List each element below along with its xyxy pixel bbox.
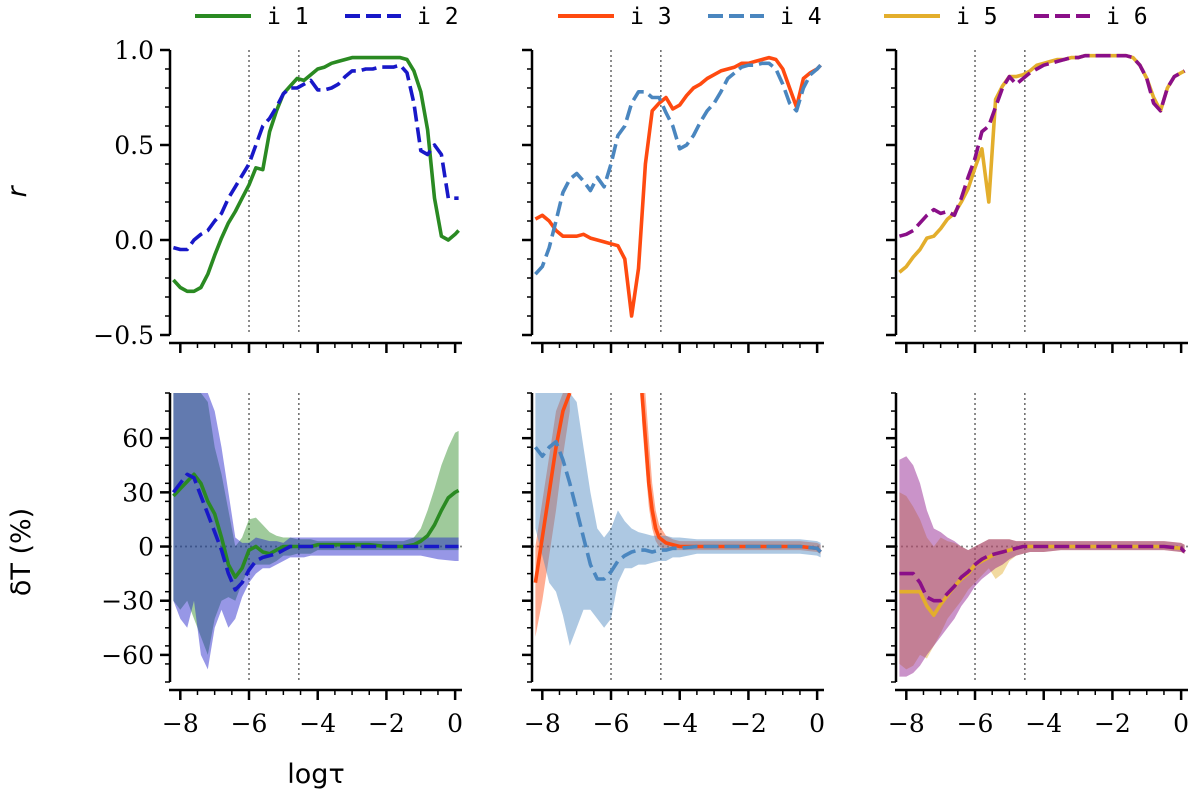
plot-area	[532, 393, 824, 682]
band-i3	[641, 393, 821, 554]
y-tick-label: 60	[122, 424, 154, 453]
x-tick-label: −8	[162, 709, 199, 738]
ylabel-top: r	[2, 185, 33, 198]
band-i1	[173, 393, 459, 655]
x-tick-label: −2	[730, 709, 767, 738]
y-tick-label: −0.5	[93, 321, 154, 350]
panel-r-col2	[522, 48, 824, 353]
xlabel: logτ	[287, 759, 344, 790]
legend-label-i4: i 4	[780, 4, 822, 30]
line-i6	[898, 53, 1186, 238]
x-tick-label: 0	[447, 709, 463, 738]
y-tick-label: 1.0	[114, 36, 154, 65]
x-tick-label: −6	[957, 709, 994, 738]
y-tick-label: 0	[138, 533, 154, 562]
line-i1	[172, 55, 460, 294]
line-i2	[171, 472, 459, 592]
line-i4	[534, 61, 822, 276]
band-i4	[535, 393, 821, 646]
x-tick-label: −2	[368, 709, 405, 738]
x-tick-label: −8	[524, 709, 561, 738]
panel-dT-col2: −8 −6 −4 −2 0	[522, 392, 825, 738]
legend-label-i1: i 1	[267, 4, 309, 30]
panel-r-col3	[886, 48, 1188, 353]
y-tick-label: 0.5	[114, 131, 154, 160]
x-tick-label: −8	[888, 709, 925, 738]
band-i5	[899, 492, 1185, 670]
legend-label-i3: i 3	[630, 4, 672, 30]
plot-area	[896, 393, 1188, 682]
ylabel-bottom: δT (%)	[6, 508, 37, 596]
x-tick-label: 0	[1173, 709, 1189, 738]
line-i5	[898, 53, 1186, 274]
band-i2	[173, 393, 459, 670]
y-tick-label: −60	[101, 641, 154, 670]
x-tick-label: −4	[1025, 709, 1062, 738]
legend-label-i2: i 2	[417, 4, 459, 30]
x-tick-label: −6	[593, 709, 630, 738]
plot-area	[170, 393, 462, 682]
legends: i 1 i 2 i 3 i 4 i 5 i 6	[195, 4, 1148, 30]
plot-area	[898, 50, 1186, 335]
panel-dT-col1: −60 −30 0 30 60 −8 −6 −4 −2 0	[101, 392, 463, 738]
panel-r-col1: −0.5 0.0 0.5 1.0	[93, 36, 462, 353]
line-i4	[533, 440, 822, 581]
x-tick-label: −4	[661, 709, 698, 738]
line-i2	[172, 63, 459, 252]
plot-area	[172, 50, 460, 335]
line-i3	[640, 393, 822, 554]
x-tick-label: −2	[1094, 709, 1131, 738]
x-tick-label: −6	[231, 709, 268, 738]
line-i3	[534, 55, 822, 318]
panel-dT-col3: −8 −6 −4 −2 0	[886, 392, 1189, 738]
legend-label-i6: i 6	[1106, 4, 1148, 30]
plot-area	[534, 50, 822, 335]
x-tick-label: −4	[299, 709, 336, 738]
x-tick-label: 0	[809, 709, 825, 738]
band-i6	[899, 456, 1185, 677]
y-tick-label: 0.0	[114, 226, 154, 255]
y-tick-label: −30	[101, 587, 154, 616]
legend-label-i5: i 5	[956, 4, 998, 30]
line-i3	[533, 393, 572, 583]
y-tick-label: 30	[122, 478, 154, 507]
line-i6	[899, 544, 1186, 603]
